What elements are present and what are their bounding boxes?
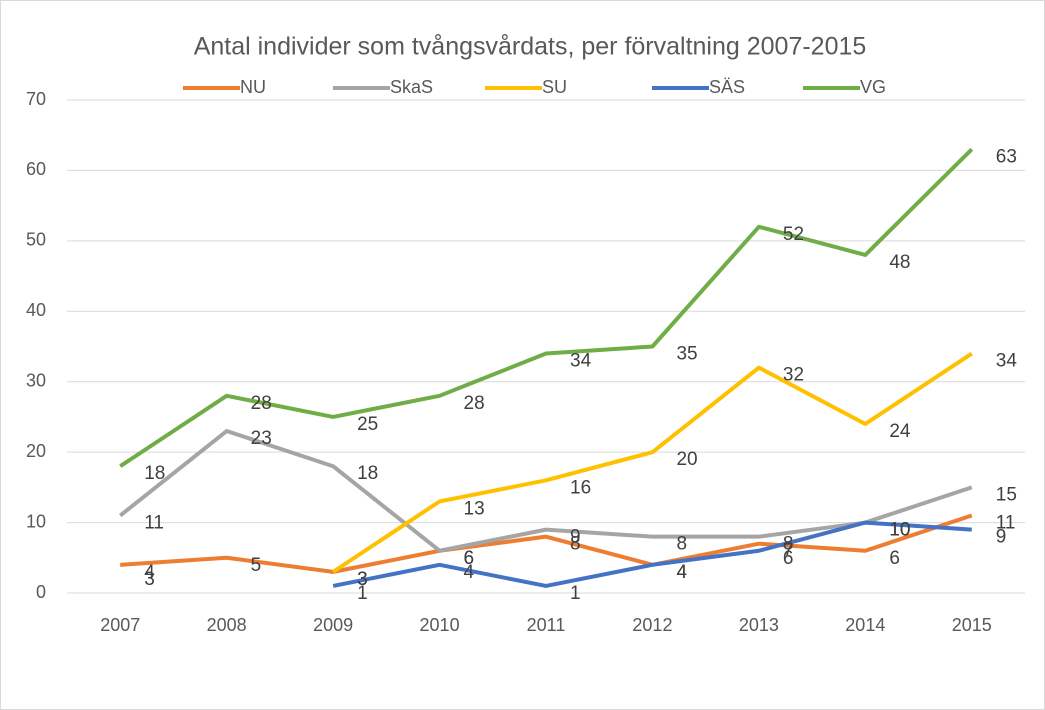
data-label: 28 xyxy=(251,393,272,414)
data-label: 4 xyxy=(676,562,687,583)
y-tick-label: 60 xyxy=(26,159,46,179)
data-label: 3 xyxy=(357,569,368,590)
data-label: 1 xyxy=(570,583,581,604)
data-label: 34 xyxy=(570,351,592,372)
legend-label: SÄS xyxy=(709,77,745,97)
x-tick-label: 2010 xyxy=(420,615,460,635)
data-label: 9 xyxy=(570,527,581,548)
legend-label: VG xyxy=(860,77,886,97)
x-tick-label: 2009 xyxy=(313,615,353,635)
y-tick-label: 20 xyxy=(26,441,46,461)
y-tick-label: 30 xyxy=(26,370,46,390)
data-label: 4 xyxy=(144,562,155,583)
data-label: 18 xyxy=(357,463,378,484)
data-label: 28 xyxy=(464,393,485,414)
y-tick-label: 50 xyxy=(26,230,46,250)
data-label: 34 xyxy=(996,351,1018,372)
series-line xyxy=(332,520,972,588)
data-label: 16 xyxy=(570,477,591,498)
data-label: 23 xyxy=(251,428,272,449)
x-tick-label: 2015 xyxy=(952,615,992,635)
data-label: 6 xyxy=(889,548,900,569)
data-label: 5 xyxy=(251,555,262,576)
data-label: 13 xyxy=(464,498,485,519)
data-label: 25 xyxy=(357,414,378,435)
y-tick-label: 40 xyxy=(26,300,46,320)
data-label: 8 xyxy=(570,534,581,555)
data-label: 11 xyxy=(996,513,1016,534)
y-tick-label: 10 xyxy=(26,511,46,531)
data-label: 6 xyxy=(464,548,475,569)
y-tick-label: 70 xyxy=(26,89,46,109)
data-label: 8 xyxy=(783,534,794,555)
data-label: 10 xyxy=(889,520,910,541)
x-tick-label: 2008 xyxy=(207,615,247,635)
series-line xyxy=(119,147,974,468)
data-label: 10 xyxy=(889,520,910,541)
data-label: 52 xyxy=(783,224,804,245)
data-label: 11 xyxy=(144,513,164,534)
data-label: 20 xyxy=(676,449,697,470)
data-label: 48 xyxy=(889,252,910,273)
data-label: 4 xyxy=(676,562,687,583)
data-label: 4 xyxy=(464,562,475,583)
x-tick-label: 2011 xyxy=(527,615,566,635)
chart-title: Antal individer som tvångsvårdats, per f… xyxy=(194,33,867,61)
series-line xyxy=(120,513,973,574)
data-label: 9 xyxy=(996,527,1007,548)
data-label: 15 xyxy=(996,484,1017,505)
data-label: 8 xyxy=(676,534,687,555)
data-label: 24 xyxy=(889,421,911,442)
x-tick-label: 2013 xyxy=(739,615,779,635)
series-line xyxy=(118,429,973,553)
data-label: 7 xyxy=(783,541,794,562)
x-tick-label: 2012 xyxy=(632,615,672,635)
data-label: 3 xyxy=(144,569,155,590)
x-tick-label: 2007 xyxy=(100,615,140,635)
data-label: 32 xyxy=(783,365,804,386)
data-label: 6 xyxy=(783,548,794,569)
data-label: 1 xyxy=(357,583,368,604)
x-tick-label: 2014 xyxy=(845,615,885,635)
data-label: 6 xyxy=(464,548,475,569)
legend-label: NU xyxy=(240,77,266,97)
data-label: 35 xyxy=(676,344,697,365)
legend-label: SU xyxy=(542,77,567,97)
data-label: 18 xyxy=(144,463,165,484)
data-label: 63 xyxy=(996,146,1017,167)
series-line xyxy=(332,351,973,574)
data-label: 3 xyxy=(357,569,368,590)
y-tick-label: 0 xyxy=(36,582,46,602)
legend-label: SkaS xyxy=(390,77,433,97)
